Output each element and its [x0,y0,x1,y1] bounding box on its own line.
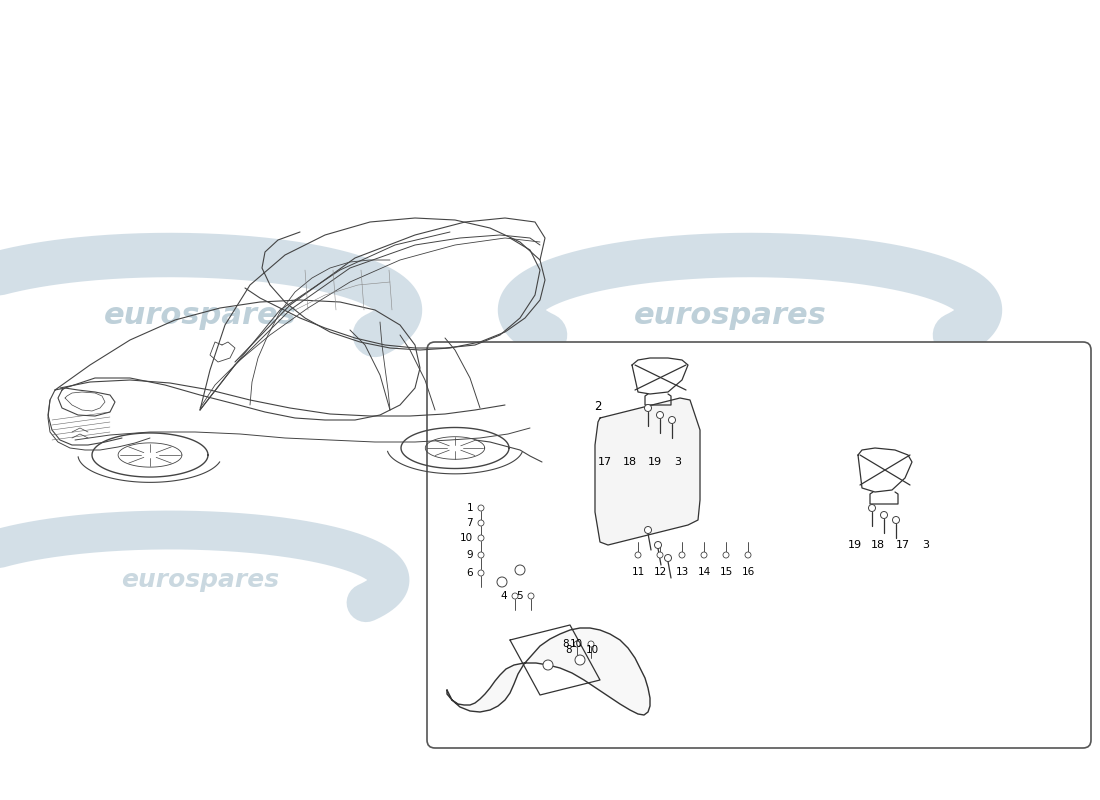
Circle shape [645,405,651,411]
Text: 16: 16 [741,567,755,577]
Circle shape [723,552,729,558]
Circle shape [654,542,661,549]
Circle shape [478,570,484,576]
Circle shape [528,593,534,599]
Text: 14: 14 [697,567,711,577]
Text: 15: 15 [719,567,733,577]
Circle shape [657,552,663,558]
Text: 17: 17 [598,457,612,467]
Circle shape [880,511,888,518]
Text: 10: 10 [460,533,473,543]
Circle shape [635,552,641,558]
FancyBboxPatch shape [427,342,1091,748]
Circle shape [669,417,675,423]
Circle shape [574,641,580,647]
Text: eurospares: eurospares [634,301,826,330]
Text: 4: 4 [500,591,507,601]
Text: 10: 10 [570,639,583,649]
Text: 5: 5 [516,591,522,601]
Text: 12: 12 [653,567,667,577]
Text: 8: 8 [562,639,569,649]
Text: 3: 3 [674,457,682,467]
Polygon shape [595,398,700,545]
Text: 8: 8 [565,645,572,655]
Text: 10: 10 [586,645,600,655]
Circle shape [745,552,751,558]
Text: 19: 19 [848,540,862,550]
Text: 7: 7 [466,518,473,528]
Text: 11: 11 [631,567,645,577]
Text: 2: 2 [594,400,602,413]
Text: 6: 6 [466,568,473,578]
Text: eurospares: eurospares [672,551,848,579]
Text: 17: 17 [895,540,910,550]
Circle shape [679,552,685,558]
Circle shape [869,505,876,511]
Circle shape [664,554,671,562]
Circle shape [543,660,553,670]
Circle shape [701,552,707,558]
Text: 18: 18 [623,457,637,467]
Circle shape [478,535,484,541]
Text: 9: 9 [466,550,473,560]
Circle shape [497,577,507,587]
Circle shape [478,520,484,526]
Circle shape [892,517,900,523]
Text: 19: 19 [648,457,662,467]
Circle shape [478,552,484,558]
Text: 18: 18 [871,540,886,550]
Text: 3: 3 [923,540,930,550]
Text: 1: 1 [466,503,473,513]
Circle shape [515,565,525,575]
Circle shape [575,655,585,665]
Text: eurospares: eurospares [103,301,296,330]
Circle shape [588,641,594,647]
Text: 13: 13 [675,567,689,577]
Circle shape [512,593,518,599]
Circle shape [478,505,484,511]
Polygon shape [447,628,650,715]
Circle shape [645,526,651,534]
Text: eurospares: eurospares [121,568,279,592]
Circle shape [657,411,663,418]
